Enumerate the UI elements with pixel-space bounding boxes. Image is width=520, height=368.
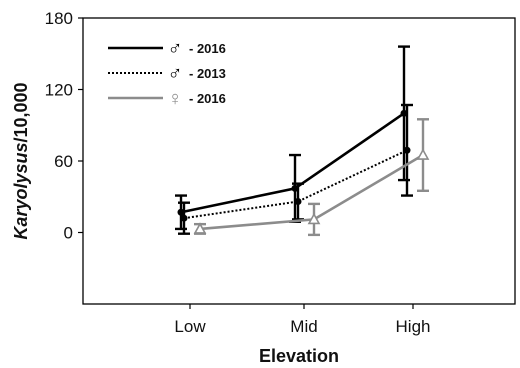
data-point [180,214,188,222]
y-tick-label: 60 [54,152,73,171]
series-line [180,112,405,214]
legend-sex-symbol: ♀ [168,88,183,110]
legend-label: - 2016 [189,91,226,106]
x-tick-label: Low [174,317,206,336]
series-3 [193,118,430,237]
legend-sex-symbol: ♂ [168,38,183,60]
series-layer [175,45,430,237]
x-tick-label: Mid [290,317,317,336]
data-point [193,222,207,234]
y-tick-label: 120 [45,81,73,100]
y-axis-title: Karyolysus/10,000 [11,82,31,239]
y-tick-label: 180 [45,9,73,28]
data-point [400,109,408,117]
x-tick-label: High [396,317,431,336]
data-point [177,208,185,216]
legend-sex-symbol: ♂ [168,63,183,85]
plot-frame [82,17,516,305]
y-axis-title-rest: /10,000 [11,82,31,142]
data-point [416,148,430,160]
series-2 [178,103,413,235]
y-tick-label: 0 [64,224,73,243]
legend: ♂ - 2016 ♂ - 2013 ♀ - 2016 [108,38,226,110]
x-axis-title: Elevation [259,346,339,366]
legend-label: - 2013 [189,66,226,81]
y-axis-title-italic: Karyolysus [11,143,31,240]
data-point [403,146,411,154]
x-axis: Low Mid High [174,304,430,336]
data-point [307,212,321,225]
data-point [294,198,302,206]
legend-label: - 2016 [189,41,226,56]
data-point [291,184,299,192]
y-axis: 0 60 120 180 [45,9,83,243]
